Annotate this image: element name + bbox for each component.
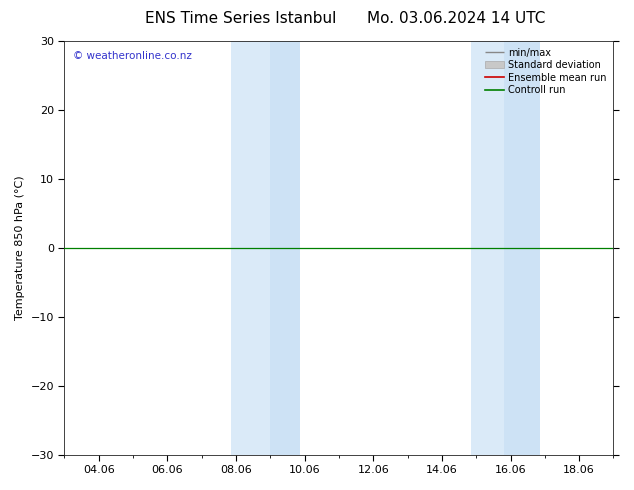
Bar [270,41,299,455]
Bar [503,41,540,455]
Text: © weatheronline.co.nz: © weatheronline.co.nz [73,51,191,61]
Text: Mo. 03.06.2024 14 UTC: Mo. 03.06.2024 14 UTC [367,11,546,26]
Text: ENS Time Series Istanbul: ENS Time Series Istanbul [145,11,337,26]
Legend: min/max, Standard deviation, Ensemble mean run, Controll run: min/max, Standard deviation, Ensemble me… [483,46,609,97]
Bar [471,41,503,455]
Bar [231,41,270,455]
Y-axis label: Temperature 850 hPa (°C): Temperature 850 hPa (°C) [15,175,25,320]
